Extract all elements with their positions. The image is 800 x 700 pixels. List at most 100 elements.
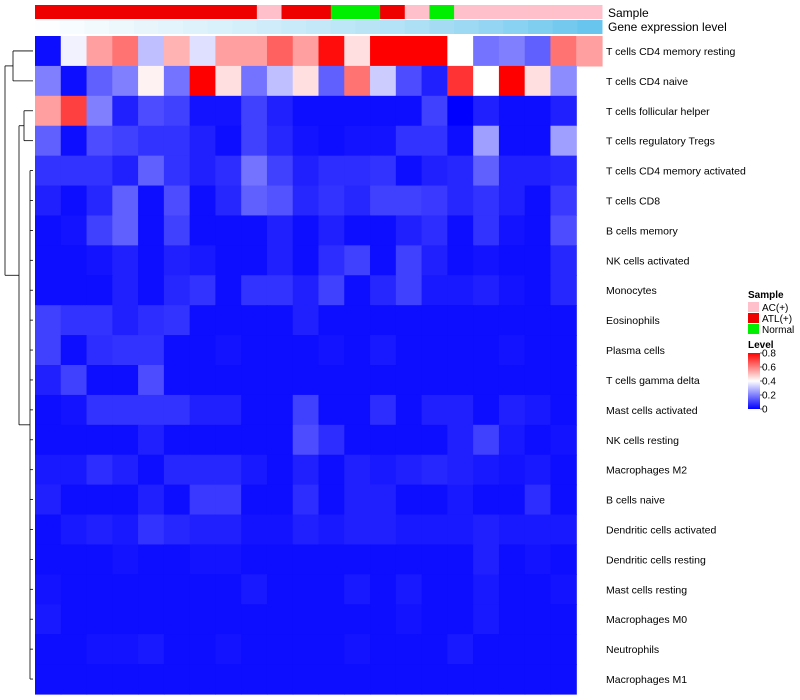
heatmap-cell xyxy=(60,95,88,127)
heatmap-cell xyxy=(266,65,294,97)
heatmap-cell xyxy=(215,394,242,426)
heatmap-cell xyxy=(550,394,577,426)
heatmap-cell xyxy=(138,544,165,575)
heatmap-cell xyxy=(60,125,88,157)
row-labels: T cells CD4 memory resting T cells CD4 na… xyxy=(606,46,746,686)
heatmap-cell xyxy=(266,245,294,276)
heatmap-cell xyxy=(138,305,165,336)
heatmap-cell xyxy=(266,95,294,127)
heatmap-cell xyxy=(35,365,62,396)
heatmap-cell xyxy=(473,335,500,366)
row-label: Monocytes xyxy=(606,285,657,297)
heatmap-cell xyxy=(447,365,474,396)
heatmap-cell xyxy=(292,155,320,187)
heatmap-cell xyxy=(370,275,397,306)
heatmap-cell xyxy=(524,514,552,546)
gene-annotation-cell xyxy=(158,20,184,34)
heatmap-cell xyxy=(215,484,242,516)
heatmap-cell xyxy=(35,424,62,456)
heatmap-cell xyxy=(163,36,191,67)
heatmap-cell xyxy=(447,514,474,546)
heatmap-cell xyxy=(241,484,268,516)
heatmap-cell xyxy=(215,215,242,246)
legend-level-ticks: 0.8 0.6 0.4 0.2 0 xyxy=(760,349,776,416)
annotation-bars xyxy=(35,5,603,34)
heatmap-cell xyxy=(163,185,191,217)
heatmap-cell xyxy=(318,335,345,366)
heatmap-cell xyxy=(318,36,345,67)
heatmap-cell xyxy=(318,305,345,336)
heatmap-cell xyxy=(163,544,191,575)
heatmap-cell xyxy=(370,544,397,575)
heatmap-cell xyxy=(344,95,371,127)
legend-sample-label: Normal xyxy=(762,325,794,336)
heatmap-cell xyxy=(35,36,62,67)
heatmap-cell xyxy=(35,185,62,217)
heatmap-cell xyxy=(344,215,371,246)
heatmap-cell xyxy=(524,574,552,605)
heatmap-cell xyxy=(344,514,371,546)
heatmap-cell xyxy=(189,245,217,276)
heatmap-cell xyxy=(421,514,448,546)
row-label: Dendritic cells activated xyxy=(606,525,716,537)
heatmap-cell xyxy=(498,215,526,246)
heatmap-cell xyxy=(86,604,113,635)
heatmap-cell xyxy=(266,514,294,546)
legend-level-tick-label: 0.2 xyxy=(762,391,776,402)
heatmap-cell xyxy=(370,95,397,127)
gene-annotation-cell xyxy=(380,20,406,34)
heatmap-cell xyxy=(473,634,500,665)
heatmap-cell xyxy=(86,634,113,665)
heatmap-cell xyxy=(550,664,577,695)
heatmap-cell xyxy=(60,365,88,396)
sample-annotation-cell xyxy=(158,5,184,19)
heatmap-cell xyxy=(241,155,268,187)
heatmap-cell xyxy=(318,125,345,157)
heatmap-cell xyxy=(138,335,165,366)
heatmap-cell xyxy=(86,305,113,336)
heatmap-cell xyxy=(60,65,88,97)
row-label: NK cells resting xyxy=(606,435,679,447)
heatmap-cell xyxy=(292,454,320,486)
heatmap-cell xyxy=(163,275,191,306)
heatmap-cell xyxy=(318,574,345,605)
heatmap-cell xyxy=(215,454,242,486)
heatmap-cell xyxy=(550,125,577,157)
heatmap-cell xyxy=(370,245,397,276)
row-label: T cells follicular helper xyxy=(606,106,710,118)
heatmap-cell xyxy=(292,275,320,306)
heatmap-cell xyxy=(447,65,474,97)
heatmap-cell xyxy=(524,65,552,97)
legend-sample-title: Sample xyxy=(748,290,784,301)
heatmap-cell xyxy=(395,335,423,366)
heatmap-cell xyxy=(447,305,474,336)
heatmap-cell xyxy=(344,454,371,486)
heatmap-cell xyxy=(241,544,268,575)
heatmap-cell xyxy=(370,514,397,546)
heatmap-cell xyxy=(344,365,371,396)
heatmap-cell xyxy=(318,394,345,426)
heatmap-cell xyxy=(60,664,88,695)
heatmap-cell xyxy=(86,185,113,217)
heatmap-cell xyxy=(189,365,217,396)
heatmap-cell xyxy=(395,484,423,516)
gene-annotation-cell xyxy=(478,20,504,34)
heatmap-cell xyxy=(524,365,552,396)
heatmap-cell xyxy=(112,634,139,665)
heatmap-cell xyxy=(163,125,191,157)
legend-sample-entries: AC(+)ATL(+)Normal xyxy=(748,302,794,336)
heatmap-cell xyxy=(550,155,577,187)
heatmap-cell xyxy=(473,664,500,695)
heatmap-cell xyxy=(421,664,448,695)
heatmap-cell xyxy=(86,125,113,157)
heatmap-cell xyxy=(395,245,423,276)
heatmap-cell xyxy=(395,95,423,127)
row-label: T cells CD8 xyxy=(606,196,660,208)
heatmap-cell xyxy=(292,305,320,336)
heatmap-cell xyxy=(35,604,62,635)
heatmap-cell xyxy=(86,424,113,456)
heatmap-cell xyxy=(318,275,345,306)
heatmap-cell xyxy=(473,36,500,67)
heatmap-cell xyxy=(86,245,113,276)
heatmap-cell xyxy=(60,305,88,336)
